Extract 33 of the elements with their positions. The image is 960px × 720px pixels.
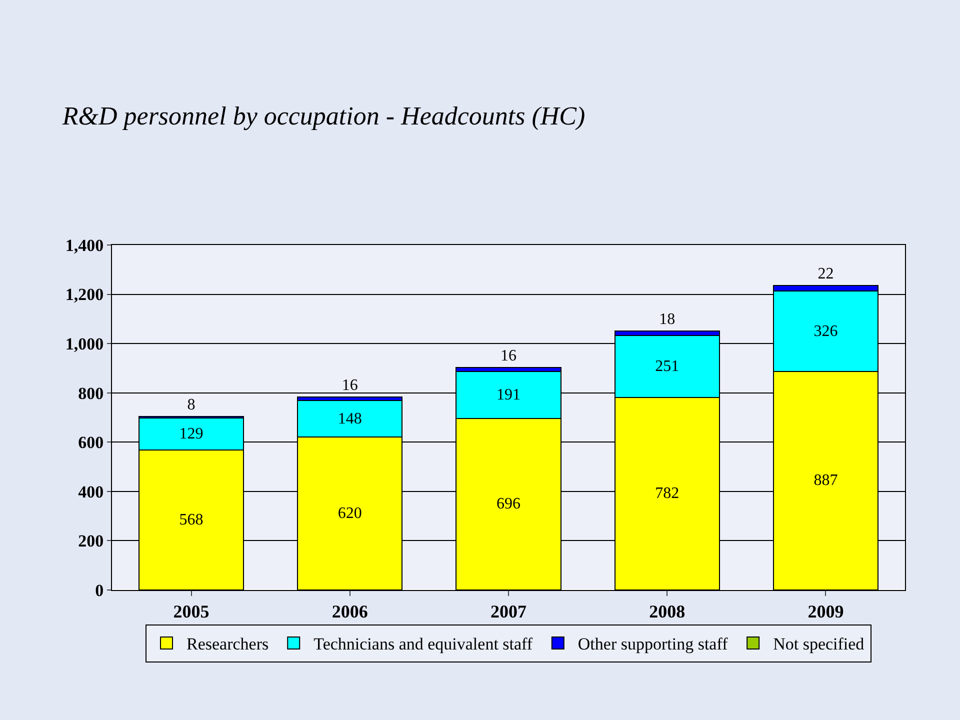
- legend-label: Not specified: [773, 634, 865, 654]
- x-tick-label: 2007: [490, 602, 526, 622]
- data-label: 191: [496, 386, 520, 404]
- y-tick-label: 1,200: [65, 285, 104, 304]
- chart-title: R&D personnel by occupation - Headcounts (HC): [61, 101, 586, 130]
- data-label: 148: [338, 410, 362, 428]
- data-label: 22: [818, 266, 834, 283]
- y-tick-label: 800: [78, 384, 104, 403]
- legend-label: Technicians and equivalent staff: [314, 634, 533, 654]
- x-tick-label: 2008: [649, 602, 686, 622]
- y-tick-label: 400: [78, 482, 104, 502]
- y-tick-label: 1,400: [65, 236, 104, 255]
- y-tick-label: 0: [95, 580, 104, 600]
- data-label: 8: [187, 396, 196, 414]
- data-label: 326: [814, 322, 838, 340]
- data-label: 129: [179, 426, 204, 443]
- y-tick-label: 1,000: [65, 334, 104, 354]
- data-label: 620: [338, 505, 362, 522]
- data-label: 18: [659, 311, 676, 328]
- data-label: 251: [655, 358, 680, 375]
- data-label: 568: [179, 512, 204, 529]
- data-label: 887: [814, 472, 838, 490]
- x-tick-label: 2005: [173, 602, 210, 622]
- y-tick-label: 200: [78, 532, 104, 551]
- data-label: 16: [500, 347, 516, 364]
- data-label: 16: [342, 376, 358, 394]
- legend-label: Other supporting staff: [578, 634, 728, 654]
- y-tick-label: 600: [78, 433, 104, 452]
- legend-label: Researchers: [186, 634, 269, 654]
- data-label: 696: [496, 496, 520, 513]
- x-tick-label: 2009: [808, 602, 844, 622]
- x-tick-label: 2006: [332, 602, 368, 622]
- data-label: 782: [655, 485, 680, 502]
